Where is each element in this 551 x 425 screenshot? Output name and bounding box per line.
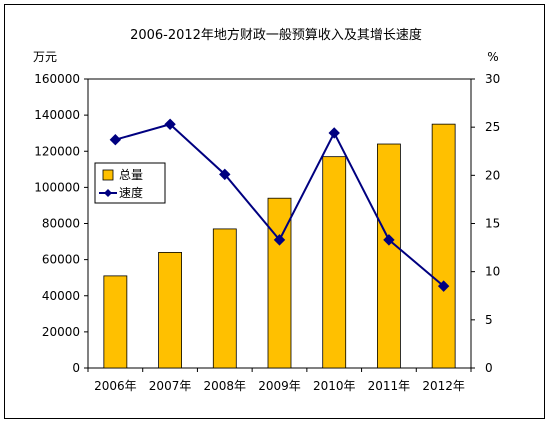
chart: 2006-2012年地方财政一般预算收入及其增长速度 万元 % 0 20000 40… (33, 27, 500, 393)
chart-title: 2006-2012年地方财政一般预算收入及其增长速度 (130, 27, 422, 43)
y-left-tick-label: 100000 (34, 180, 80, 194)
x-tick-label: 2010年 (313, 379, 356, 393)
y-right-tick-label: 5 (485, 313, 493, 327)
y-right-tick-label: 20 (485, 168, 500, 182)
line-point (383, 234, 395, 246)
line-point (219, 168, 231, 181)
x-tick-label: 2012年 (422, 379, 465, 393)
bar (322, 156, 347, 369)
y-right-unit: % (487, 50, 498, 64)
x-tick-label: 2011年 (368, 379, 411, 393)
bar (158, 251, 182, 369)
bar (431, 123, 456, 369)
line-point (273, 234, 286, 246)
bar (377, 143, 401, 369)
legend-bar-label: 总量 (119, 168, 143, 182)
bar (267, 197, 292, 369)
x-tick-label: 2009年 (258, 379, 301, 393)
y-left-tick-label: 140000 (34, 108, 80, 122)
y-left-tick-label: 20000 (42, 325, 80, 339)
bar (212, 228, 237, 369)
x-tick-label: 2006年 (94, 379, 137, 393)
legend-line-label: 速度 (119, 185, 143, 200)
y-right-tick-label: 15 (485, 217, 500, 231)
line-point (164, 118, 176, 130)
x-tick-label: 2007年 (149, 379, 192, 393)
line-point (328, 127, 340, 139)
legend-bar-swatch (102, 169, 114, 181)
y-left-tick-label: 60000 (42, 253, 80, 267)
chart-frame: 2006-2012年地方财政一般预算收入及其增长速度 万元 % 0 20000 40… (4, 4, 545, 419)
line-point (109, 133, 122, 146)
y-right-tick-label: 25 (485, 120, 500, 134)
plot-area: 0 20000 40000 60000 80000 100000 120000 140000 1… (34, 72, 500, 393)
bar (103, 275, 128, 369)
x-tick-label: 2008年 (204, 379, 247, 393)
line-point (437, 280, 450, 292)
y-right-tick-label: 0 (485, 361, 493, 375)
y-left-tick-label: 40000 (42, 289, 80, 303)
y-right-tick-label: 10 (485, 265, 500, 279)
y-right-tick-label: 30 (485, 72, 500, 86)
y-left-tick-label: 0 (72, 361, 80, 375)
y-left-tick-label: 160000 (34, 72, 80, 86)
legend-line-marker (104, 189, 112, 197)
y-left-tick-label: 120000 (34, 144, 80, 158)
y-left-unit: 万元 (33, 50, 57, 64)
y-left-tick-label: 80000 (42, 217, 80, 231)
